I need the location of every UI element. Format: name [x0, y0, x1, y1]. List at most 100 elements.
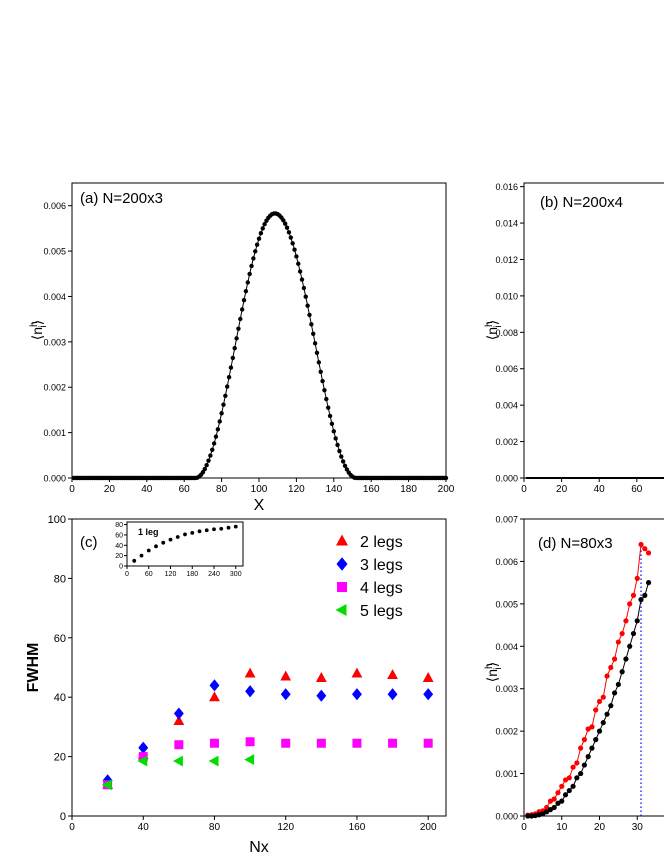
data-point: [101, 779, 112, 791]
panel-a: 0 20 40 60 80 100 120 140 160 180 200 0.000 0.001 0.0…: [29, 182, 455, 514]
data-point: [574, 775, 580, 781]
data-point: [294, 254, 299, 259]
data-point: [173, 707, 184, 720]
legend-label: 4 legs: [360, 580, 403, 597]
inset-frame: [126, 521, 244, 567]
data-point: [316, 738, 326, 748]
data-point: [562, 792, 569, 798]
inset-x-tick-label: 60: [145, 571, 153, 578]
inset-data-point: [219, 526, 224, 531]
data-point: [286, 230, 292, 235]
y-tick-label: 0.002: [43, 383, 66, 393]
legend-marker: [335, 604, 347, 616]
data-point: [230, 355, 236, 361]
x-tick-label: 0: [521, 484, 527, 495]
x-axis-label: X: [254, 497, 265, 514]
data-point: [244, 667, 256, 678]
inset-data-point: [161, 540, 166, 545]
data-point: [540, 811, 546, 817]
data-point: [324, 396, 329, 402]
data-point: [245, 280, 250, 285]
data-point: [559, 783, 565, 789]
inset-data-point: [204, 528, 209, 533]
y-axis-label-sub: i: [493, 325, 504, 327]
data-point: [303, 294, 308, 299]
data-point: [206, 458, 211, 463]
inset-x-tick-label: 120: [165, 571, 177, 578]
data-point: [423, 688, 434, 701]
data-point: [339, 454, 344, 459]
data-point: [209, 738, 219, 748]
data-point: [570, 783, 576, 789]
data-point: [225, 384, 230, 389]
data-point: [232, 345, 237, 351]
data-point: [245, 685, 256, 698]
data-point: [333, 436, 338, 441]
data-point: [284, 225, 290, 230]
data-point: [638, 597, 644, 603]
data-point: [555, 800, 561, 806]
data-point: [253, 249, 258, 254]
plot-frame: [523, 518, 664, 817]
data-point: [236, 326, 241, 331]
data-point: [612, 690, 618, 696]
y-tick-label: 0.001: [43, 428, 66, 438]
data-point: [559, 798, 565, 804]
x-tick-label: 200: [420, 822, 437, 833]
data-point: [241, 298, 247, 303]
panel-d: 0 10 20 30 0.000 0.001 0.002 0.003 0.004 0.005 0.0…: [484, 515, 664, 833]
inset-data-point: [139, 553, 144, 558]
data-point: [630, 592, 637, 598]
data-point: [282, 221, 288, 226]
data-point: [335, 442, 340, 448]
data-point: [600, 694, 606, 700]
y-tick-label: 0.006: [43, 201, 66, 211]
inset-label: 1 leg: [138, 527, 159, 537]
data-point: [630, 630, 637, 637]
data-point: [619, 630, 625, 637]
data-point: [251, 256, 256, 261]
y-axis-label-sup: h: [484, 321, 495, 327]
data-point: [604, 711, 610, 717]
inset-data-point: [168, 537, 173, 542]
inset-data-point: [197, 529, 202, 534]
data-point: [200, 470, 206, 475]
data-point: [642, 592, 648, 598]
x-tick-label: 180: [400, 484, 417, 495]
y-tick-label: 0.000: [495, 812, 518, 822]
data-point: [219, 411, 224, 416]
y-tick-label: 0.003: [495, 684, 518, 694]
data-point: [262, 221, 267, 227]
y-tick-label: 0.000: [43, 474, 66, 484]
data-point: [296, 261, 301, 266]
x-tick-label: 140: [325, 484, 342, 495]
x-tick-label: 120: [288, 484, 305, 495]
y-tick-label: 0.003: [43, 337, 66, 347]
data-point: [352, 738, 362, 748]
data-point: [228, 365, 234, 370]
data-point: [316, 360, 322, 365]
data-point: [258, 231, 264, 236]
data-point: [423, 738, 433, 748]
data-point: [547, 807, 554, 813]
data-point: [544, 804, 550, 811]
data-point: [562, 777, 569, 783]
y-axis-label-close: ⟩: [484, 320, 500, 325]
data-point: [627, 643, 633, 649]
data-point: [443, 475, 449, 481]
data-point: [589, 745, 595, 751]
data-point: [312, 341, 318, 346]
y-tick-label: 0.006: [495, 364, 518, 374]
data-point: [645, 580, 652, 586]
inset-x-tick-label: 300: [230, 571, 242, 578]
data-point: [239, 307, 245, 312]
y-axis-label-sub: i: [38, 325, 49, 327]
plot-frame: [523, 182, 664, 479]
x-tick-label: 60: [631, 484, 643, 495]
data-point: [174, 740, 184, 750]
data-point: [623, 656, 629, 662]
data-point: [305, 303, 310, 308]
inset-x-tick-label: 180: [186, 571, 198, 578]
